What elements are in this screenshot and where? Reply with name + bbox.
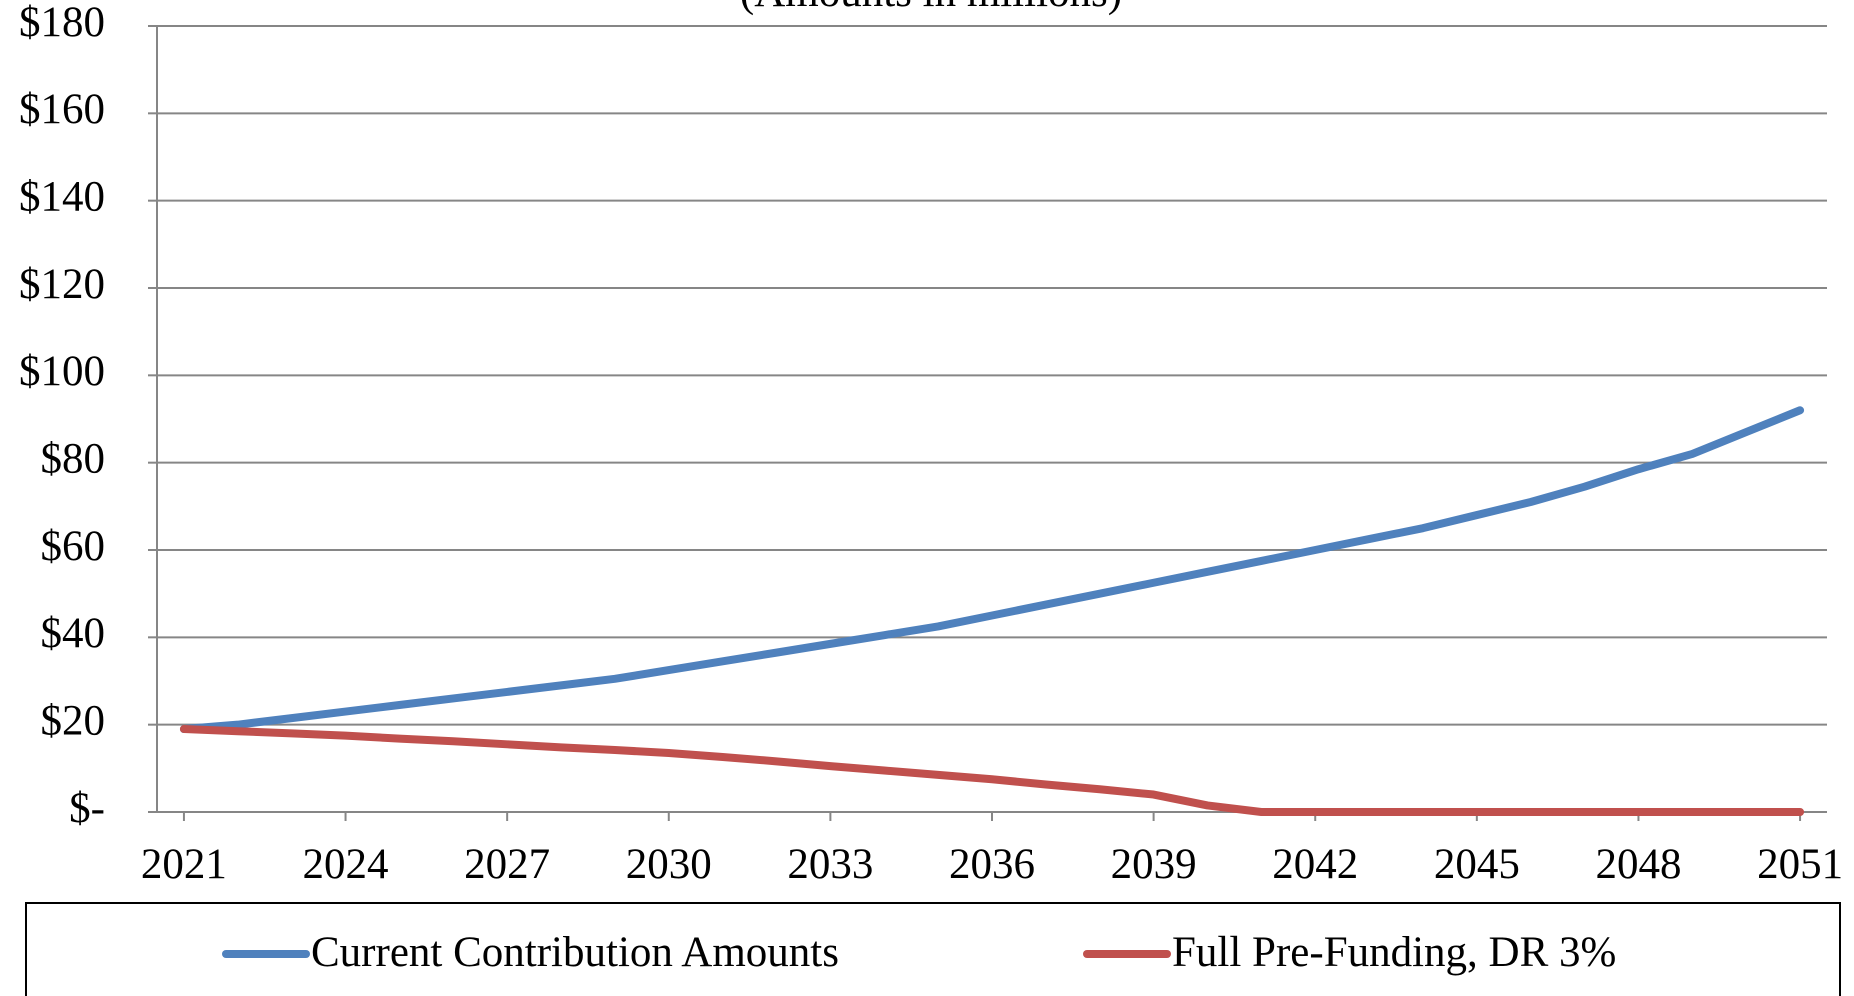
legend-box	[25, 902, 1841, 996]
y-tick-label: $-	[69, 785, 105, 832]
x-tick-label: 2027	[464, 841, 550, 888]
x-tick-label: 2042	[1272, 841, 1358, 888]
y-tick-label: $80	[41, 436, 106, 483]
y-tick-label: $120	[19, 261, 105, 308]
x-tick-label: 2024	[303, 841, 389, 888]
y-tick-label: $180	[19, 0, 105, 46]
chart-subtitle: (Amounts in millions)	[740, 0, 1122, 16]
series-line	[179, 406, 1805, 734]
y-tick-label: $140	[19, 174, 105, 221]
x-tick-label: 2039	[1111, 841, 1197, 888]
x-tick-label: 2048	[1595, 841, 1681, 888]
x-tick-label: 2030	[626, 841, 712, 888]
x-tick-label: 2021	[141, 841, 227, 888]
y-tick-label: $100	[19, 348, 105, 395]
y-tick-label: $40	[41, 610, 106, 657]
y-tick-label: $20	[41, 698, 106, 745]
x-tick-label: 2045	[1434, 841, 1520, 888]
y-tick-label: $60	[41, 523, 106, 570]
x-tick-label: 2033	[787, 841, 873, 888]
x-tick-label: 2036	[949, 841, 1035, 888]
legend-label: Full Pre-Funding, DR 3%	[1172, 929, 1616, 976]
y-tick-label: $160	[19, 86, 105, 133]
series-line	[179, 725, 1805, 816]
x-tick-label: 2051	[1757, 841, 1843, 888]
legend-label: Current Contribution Amounts	[311, 929, 839, 976]
